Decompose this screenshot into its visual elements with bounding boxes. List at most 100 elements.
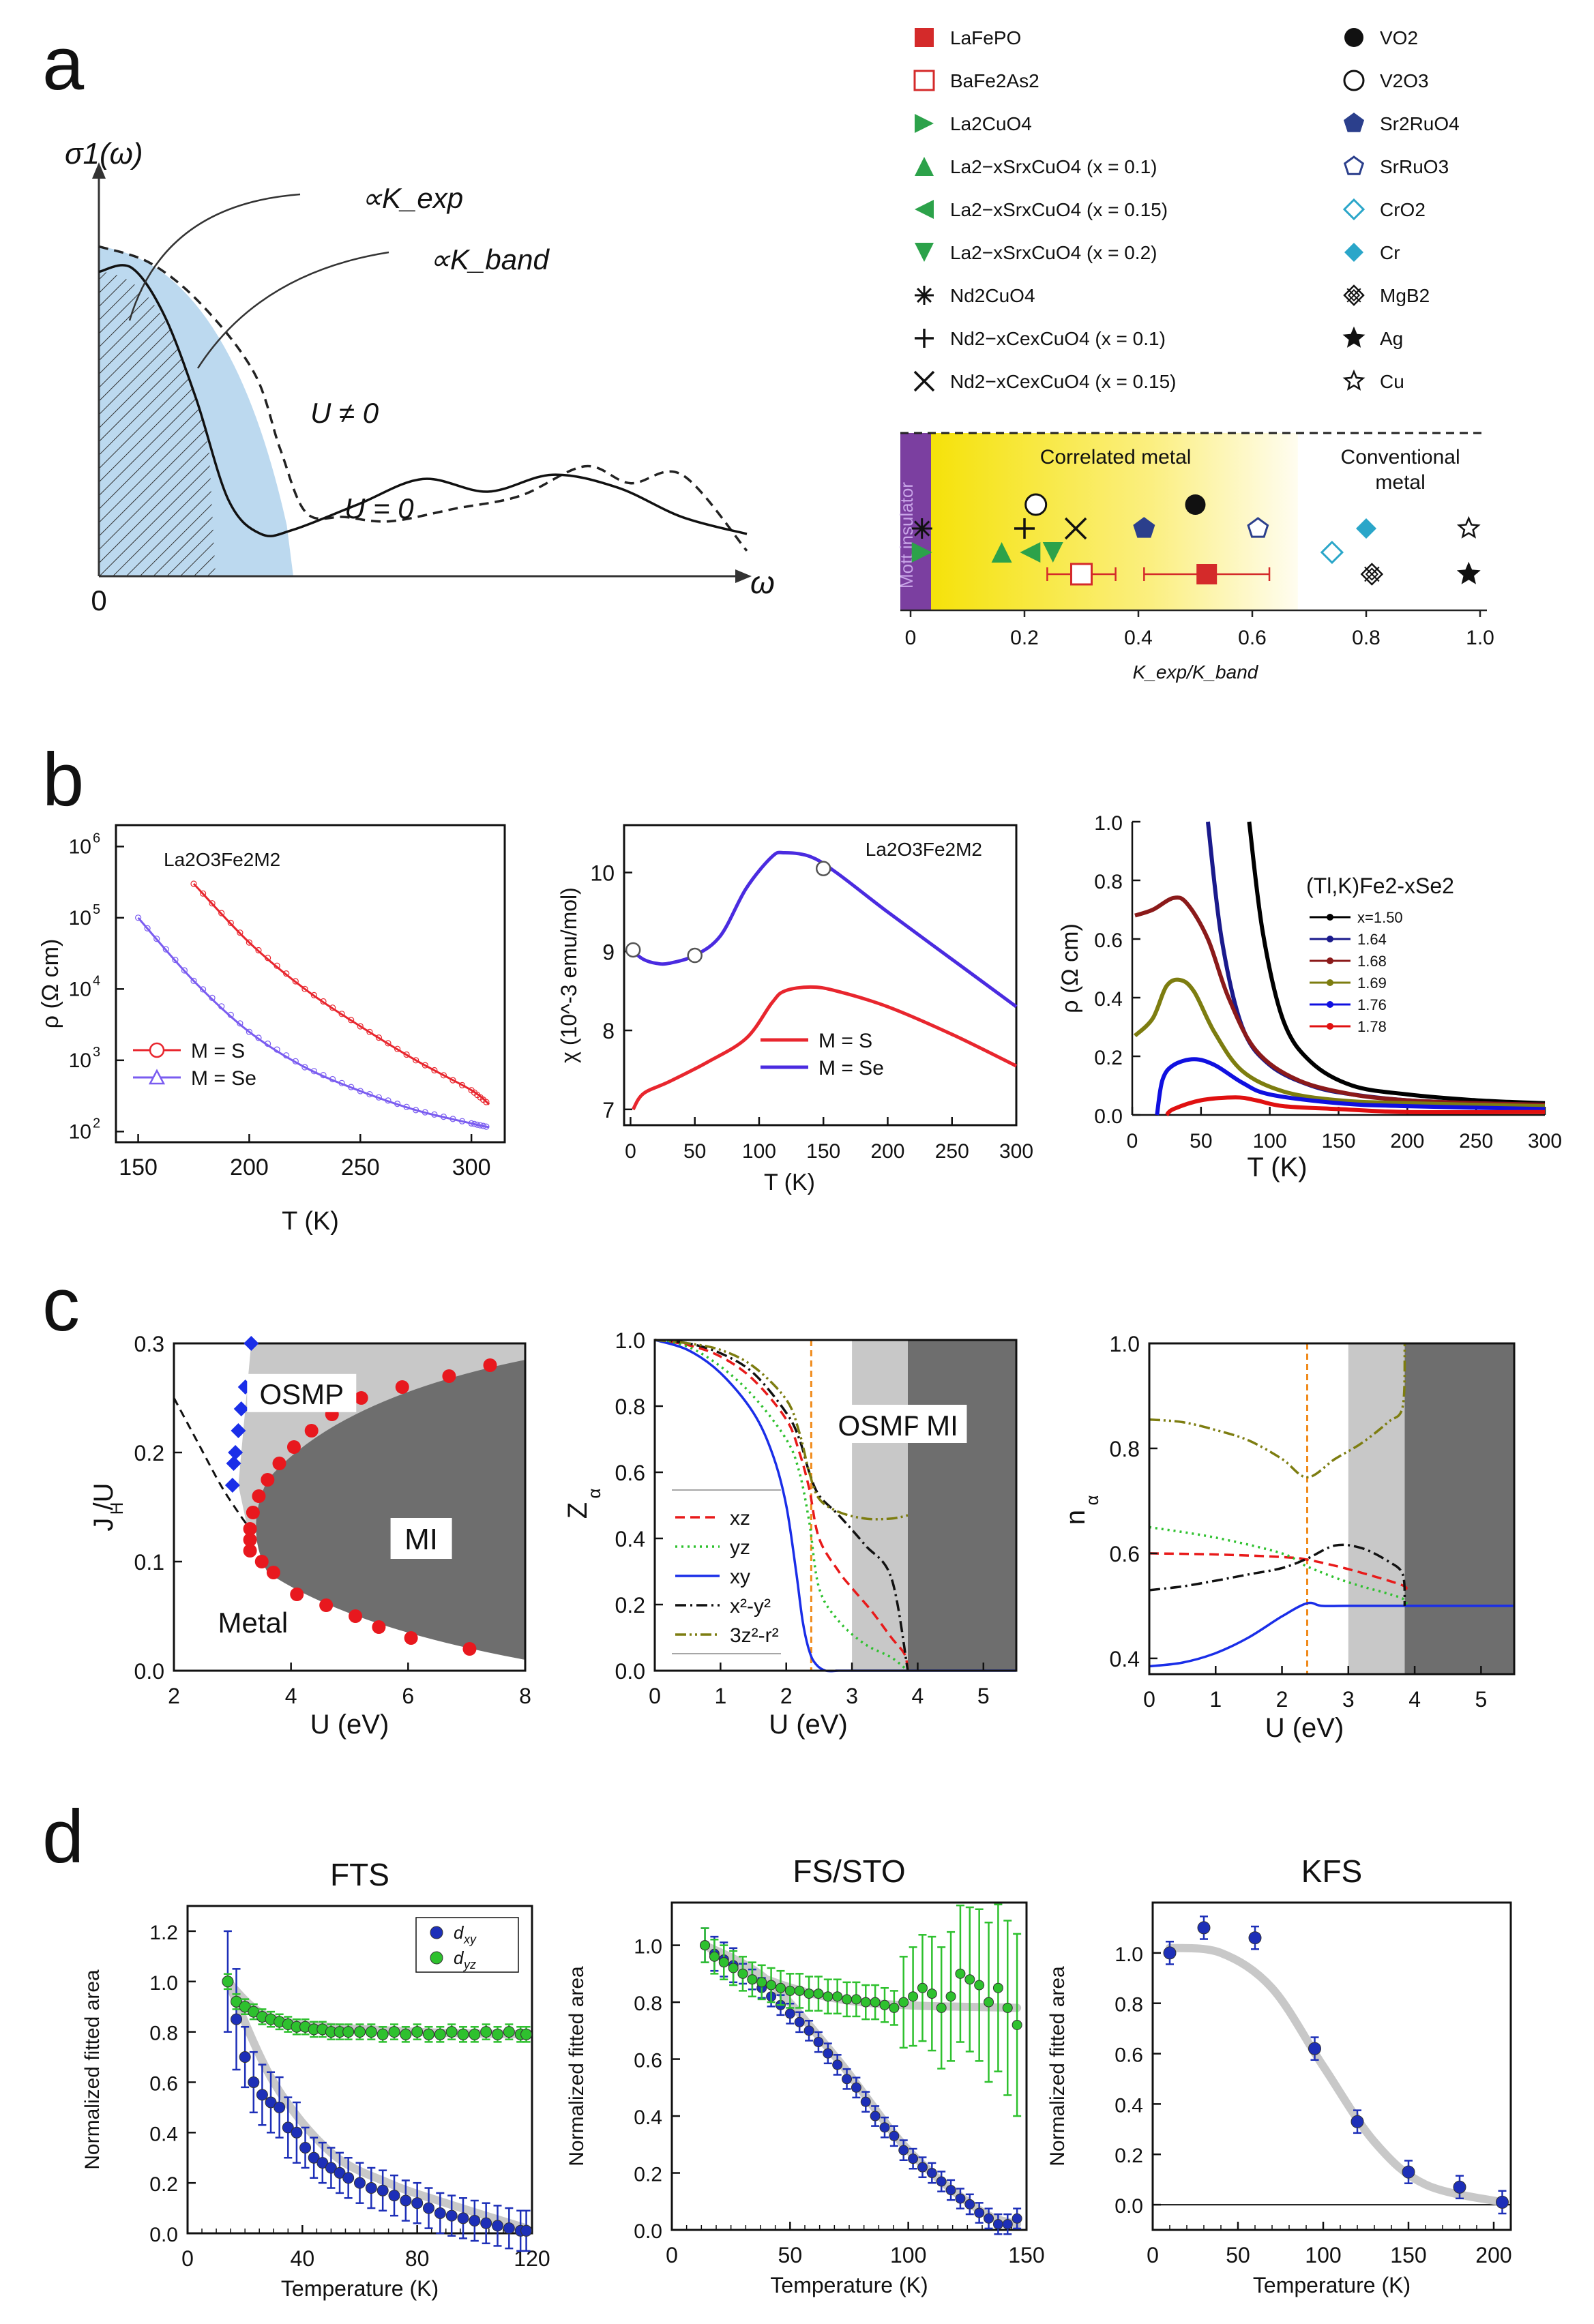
d2-ytick-label: 0.6 [634,2050,662,2072]
b1-ytick-label: 10 [69,907,91,929]
c1-red-circle [304,1424,319,1437]
b1-marker [320,998,327,1005]
b3-line-1.76 [1155,1057,1546,1116]
b1-marker [385,1097,392,1104]
b1-marker [329,1075,336,1083]
b1-annotation: La2O3Fe2M2 [164,849,280,870]
b3-annotation: (Tl,K)Fe2-xSe2 [1306,874,1454,898]
b1-marker [292,1058,299,1064]
b1-ytick-label: 10 [69,978,91,1000]
d3-title: KFS [1301,1853,1362,1889]
a1-annot-ueq: U = 0 [344,492,414,524]
a2-point [1064,517,1087,540]
d1-legend-label-dyz: d [454,1948,464,1968]
c1-red-circle [243,1544,257,1558]
b1-marker [385,1040,392,1047]
d2-point-dxy [813,2037,824,2048]
b1-ytick-label: 10 [69,1120,91,1143]
d3-ytick-label: 0.8 [1115,1994,1143,2016]
b1-xtick-label: 300 [452,1154,491,1180]
d1-point-dxy [434,2207,446,2219]
c1-red-circle [272,1457,286,1470]
d1-point-dxy [365,2182,377,2194]
b3-legend-marker [1327,914,1333,921]
d3-point-dxy [1163,1946,1177,1960]
b3-xlabel: T (K) [1247,1152,1307,1182]
d1-point-dyz [231,1995,243,2008]
b1-marker [483,1123,490,1130]
d1-ytick-label: 0.4 [149,2123,178,2145]
d1-point-dxy [342,2172,355,2184]
c3-xtick-label: 1 [1209,1687,1222,1712]
d1-legend-marker-dyz [430,1951,443,1965]
d2-point-dyz [898,1997,909,2008]
c3-ytick-label: 0.8 [1110,1437,1140,1461]
b1-marker [227,1011,234,1018]
a2-legend-marker [913,70,935,91]
d1-fit-curve [223,1977,531,2233]
d2-point-dyz [813,1988,824,1999]
d2-point-dxy [851,2082,861,2093]
a2-legend-label: CrO2 [1380,199,1426,220]
d1-point-dxy [457,2212,469,2224]
c1-ytick-label: 0.2 [134,1441,164,1465]
b3-xtick-label: 300 [1528,1130,1562,1152]
d1-xtick-label: 40 [291,2246,315,2271]
b2-xtick-label: 150 [806,1140,840,1163]
b3-xtick-label: 0 [1127,1130,1138,1152]
b1-ytick-label: 10 [69,1049,91,1072]
b3-ytick-label: 0.8 [1094,871,1123,893]
d2-point-dyz [842,1994,853,2005]
d1-point-dxy [492,2220,503,2232]
c1-ylabel-sub: H [106,1502,127,1515]
d2-point-dyz [823,1991,833,2002]
b2-xtick-label: 200 [870,1140,904,1163]
b3-line-x=1.50 [1247,821,1546,1105]
d3-xtick-label: 100 [1305,2243,1341,2267]
d2-point-dyz [992,1982,1003,1993]
c2-xtick-label: 2 [780,1684,793,1708]
b3-legend-marker [1327,936,1333,942]
b3-xtick-label: 50 [1190,1130,1212,1152]
a2-legend-marker [1343,155,1365,175]
d1-point-dxy [520,2224,533,2237]
d1-point-dyz [354,2026,366,2038]
d1-point-dxy [291,2126,303,2139]
d1-ytick-label: 1.0 [149,1972,178,1995]
b1-marker [283,1052,290,1059]
b2-ylabel: χ (10^-3 emu/mol) [557,887,581,1063]
d2-point-dxy [823,2048,833,2059]
d2-point-dxy [832,2059,843,2070]
c3-xtick-label: 2 [1276,1687,1288,1712]
a2-point [1196,564,1217,584]
b1-marker [338,1011,345,1017]
c2-legend-label: yz [730,1536,750,1559]
b3-ytick-label: 0.0 [1094,1105,1123,1128]
d2-point-dxy [974,2207,985,2218]
d2-point-dyz [851,1994,861,2005]
a2-point [1020,542,1041,563]
b1-marker [431,1067,438,1074]
b2-line-M = Se [632,850,1018,1009]
d2-point-dxy [1002,2219,1013,2230]
c1-region-mi: MI [404,1523,438,1556]
b1-marker [477,1122,484,1129]
c1-region-metal: Metal [218,1607,289,1639]
c1-ylabel: J /U [89,1483,119,1531]
a2-legend-label: SrRuO3 [1380,156,1449,177]
b1-ylabel: ρ (Ω cm) [38,939,63,1029]
b1-marker [274,962,280,969]
b1-marker [413,1057,419,1064]
b1-marker [200,986,207,993]
c3-line-xz [1149,1552,1408,1592]
d2-point-dyz [775,1982,786,1993]
a1-kband-area [99,271,216,576]
a2-point [1356,518,1376,539]
b1-marker [292,978,299,985]
d1-point-dxy [503,2222,515,2235]
c3-frame [1148,1342,1516,1675]
d2-point-dxy [784,2008,795,2019]
d2-point-dyz [955,1968,966,1979]
d1-point-dyz [365,2026,377,2038]
a2-legend-marker [917,288,932,303]
